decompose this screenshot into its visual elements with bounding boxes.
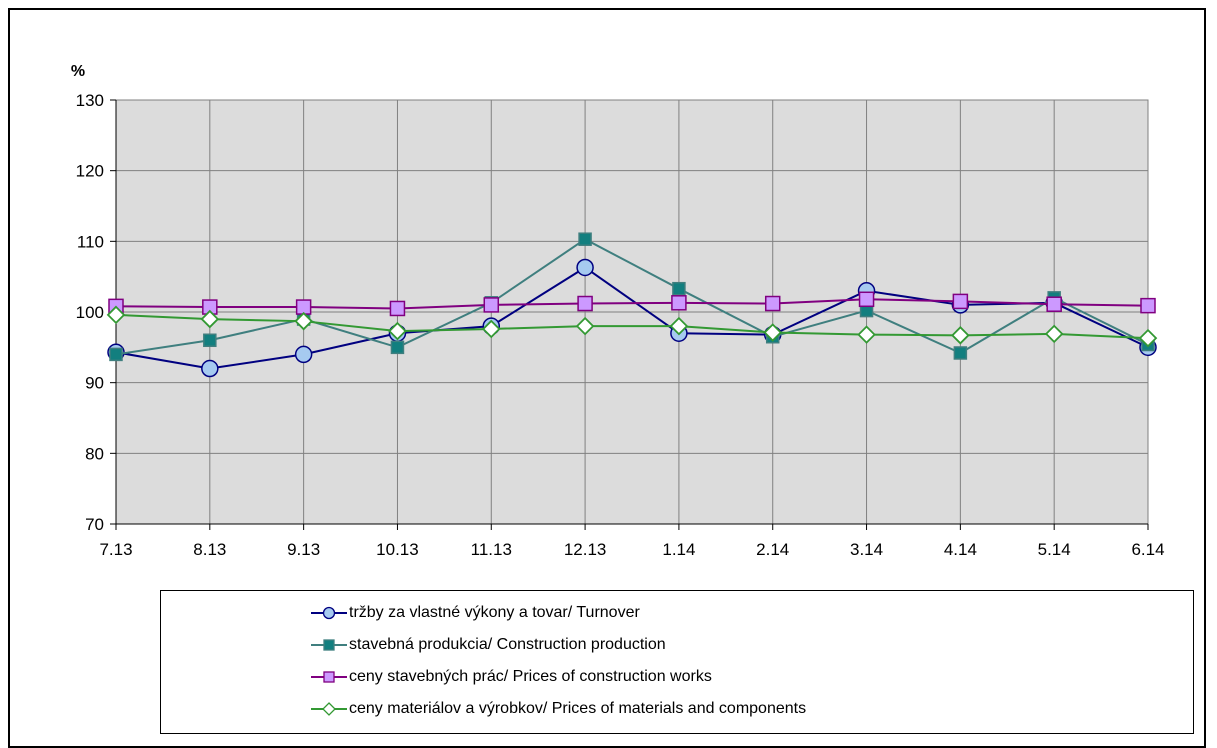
x-tick-label: 12.13 [564,540,607,559]
legend-swatch [311,606,347,620]
data-point [390,340,405,355]
data-point [857,325,876,344]
x-tick-label: 8.13 [193,540,226,559]
data-point [106,305,126,325]
series-line [115,298,1149,310]
data-point [1046,296,1062,312]
x-tick-label: 7.13 [99,540,132,559]
y-axis-label: % [71,63,85,80]
data-point [578,232,592,246]
y-tick-label: 90 [85,374,104,393]
data-point [1044,324,1064,344]
data-point [951,326,970,345]
legend-item: ceny stavebných prác/ Prices of construc… [311,663,712,691]
data-point [294,345,313,364]
data-point [953,346,968,360]
data-point [200,309,220,329]
legend-label: tržby za vlastné výkony a tovar/ Turnove… [349,604,640,621]
data-point [672,281,686,296]
series-line [115,313,1149,340]
legend-item: tržby za vlastné výkony a tovar/ Turnove… [311,599,640,627]
data-point [109,347,123,362]
data-point [201,359,219,378]
data-point [763,323,783,342]
data-point [483,297,500,313]
y-tick-label: 100 [76,303,104,322]
legend-item: ceny materiálov a výrobkov/ Prices of ma… [311,695,806,723]
x-tick-label: 2.14 [756,540,789,559]
y-tick-label: 80 [85,444,104,463]
data-point [575,316,595,336]
data-point [576,258,594,277]
x-tick-label: 3.14 [850,540,883,559]
x-tick-label: 1.14 [662,540,695,559]
x-tick-label: 4.14 [944,540,977,559]
series-4 [106,305,1158,348]
data-point [671,295,687,311]
legend-swatch [311,638,347,652]
x-tick-label: 9.13 [287,540,320,559]
data-point [1140,297,1156,314]
series-3 [108,291,1156,317]
data-point [481,319,501,339]
series-line [115,266,1149,370]
y-tick-label: 70 [85,515,104,534]
legend-swatch [311,702,347,716]
legend-swatch [311,670,347,684]
legend-label: ceny stavebných prác/ Prices of construc… [349,668,712,685]
x-tick-label: 11.13 [471,540,512,559]
legend-label: stavebná produkcia/ Construction product… [349,636,666,653]
data-point [669,316,689,336]
data-point [1138,328,1158,348]
x-tick-label: 6.14 [1131,540,1164,559]
legend-item: stavebná produkcia/ Construction product… [311,631,666,659]
data-point [858,291,875,308]
data-point [389,300,406,317]
y-tick-label: 130 [76,91,104,110]
x-tick-label: 5.14 [1038,540,1071,559]
data-point [203,333,217,348]
y-tick-label: 110 [77,232,104,251]
series-line [115,238,1149,356]
y-tick-label: 120 [76,162,104,181]
data-point [952,293,969,310]
data-point [294,311,313,331]
data-point [764,295,781,312]
chart-legend: tržby za vlastné výkony a tovar/ Turnove… [160,590,1194,734]
data-point [577,295,593,312]
legend-label: ceny materiálov a výrobkov/ Prices of ma… [349,700,807,717]
x-tick-label: 10.13 [376,540,419,559]
data-point [388,321,407,341]
